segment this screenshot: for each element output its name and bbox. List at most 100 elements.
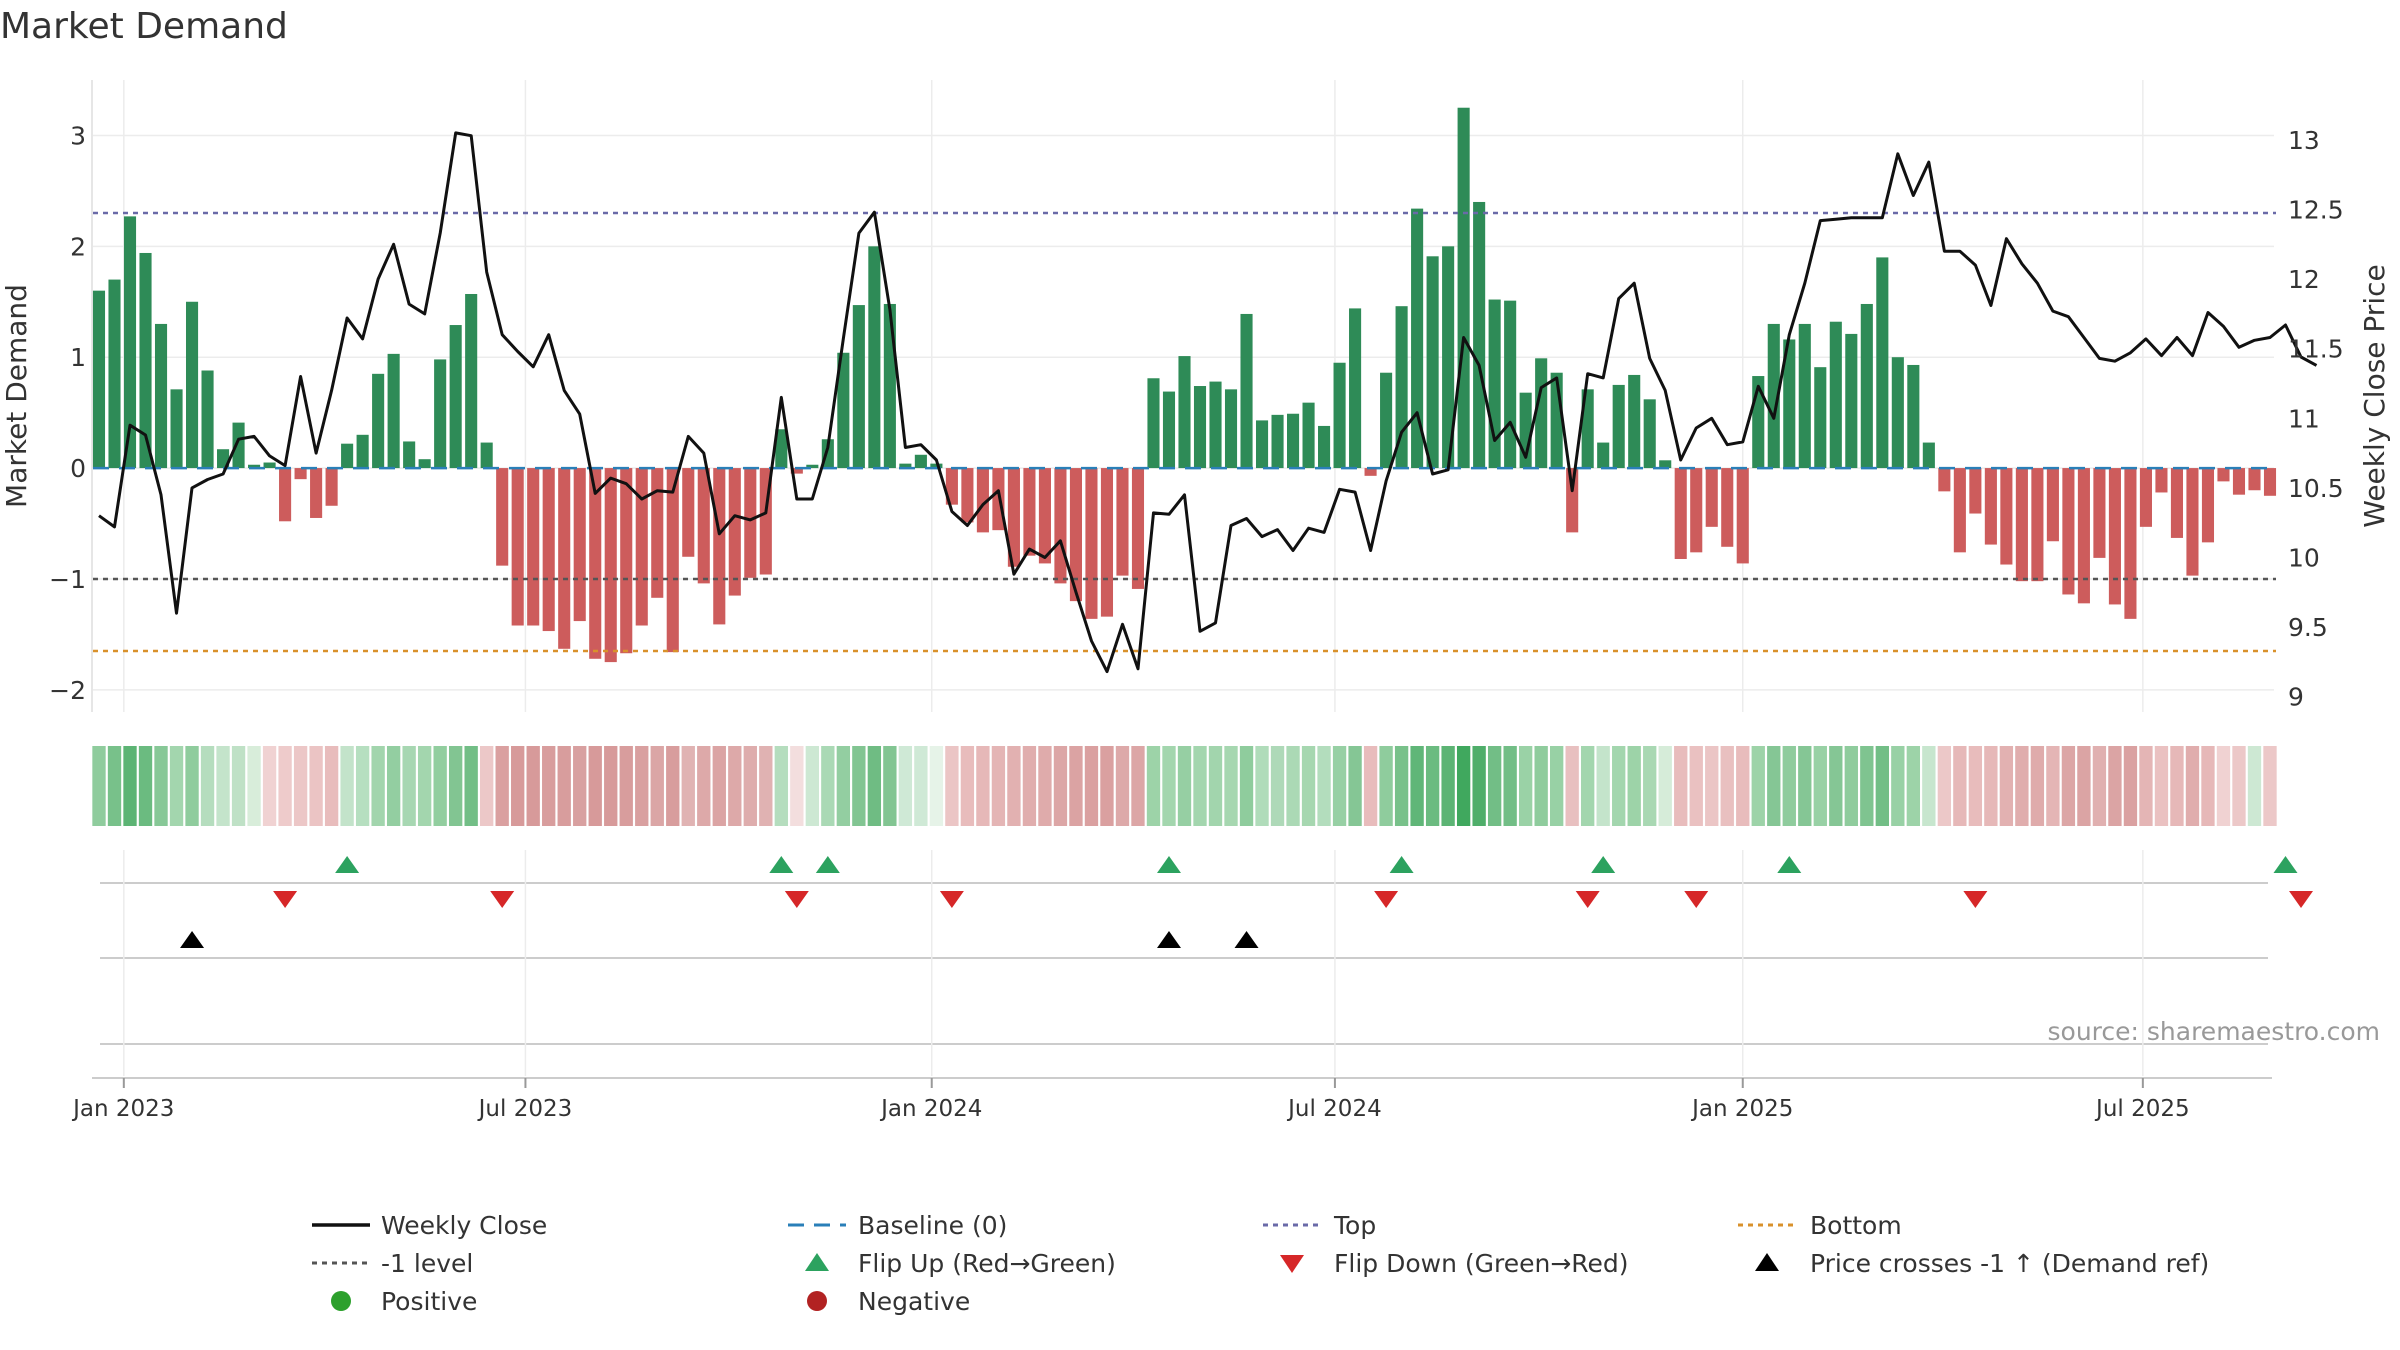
demand-bar [1767,323,1780,469]
demand-bar [1023,468,1036,556]
heat-cell [1984,746,1998,826]
heat-cell [247,746,261,826]
heat-cell [2201,746,2215,826]
demand-bar [573,468,586,622]
left-y-tick-label: 2 [70,232,86,261]
demand-bar [2170,468,2184,538]
demand-bar [1891,357,1904,469]
demand-bar [1147,378,1160,469]
demand-bar [2046,468,2059,542]
heat-cell [2061,746,2076,826]
heat-cell [1007,746,1021,826]
heat-cell [1208,746,1223,826]
heat-cell [805,746,819,826]
left-y-tick-label: 0 [70,454,86,483]
flip-up-marker [769,856,794,873]
right-y-tick-label: 9 [2288,683,2304,712]
heat-cell [464,746,478,826]
heat-cell [1720,746,1734,826]
heat-cell [790,746,804,826]
demand-bar [1271,414,1284,469]
flip-up-markers [335,856,2298,873]
right-y-tick-label: 11.5 [2288,335,2344,364]
heat-cell [898,746,913,826]
legend-label: Weekly Close [381,1211,547,1240]
heat-cell [2092,746,2107,826]
demand-bar [511,468,524,626]
left-y-ticks: −2 −1 0 1 2 3 [49,121,86,704]
demand-bar [1333,362,1346,469]
legend-label: -1 level [381,1249,473,1278]
demand-bar [1674,468,1687,559]
right-y-tick-label: 10.5 [2288,474,2344,503]
price-cross-marker [180,931,205,948]
heat-cell [1689,746,1703,826]
flip-up-marker [1591,856,1616,873]
heat-cell [1115,746,1130,826]
demand-bar [2000,468,2013,565]
demand-bar [899,463,912,469]
demand-bar [1798,323,1811,469]
legend-label: Negative [858,1287,970,1316]
demand-bar [1007,468,1020,567]
flip-up-marker [335,856,360,873]
demand-bar [185,301,199,469]
demand-bar [1628,374,1641,469]
demand-bar [170,389,183,469]
demand-bar [1473,201,1486,469]
price-cross-markers [180,931,1259,948]
demand-bar [1597,442,1610,469]
legend-item-weekly-close: Weekly Close [312,1211,547,1240]
demand-bar [1736,468,1749,564]
heat-cell [557,746,571,826]
heat-cell [2232,746,2246,826]
heat-cell [1581,746,1595,826]
heat-cell [2046,746,2060,826]
left-y-tick-label: −1 [49,565,86,594]
demand-bar [123,216,137,469]
demand-bar [697,468,710,584]
demand-bar [883,303,896,469]
heat-cell [138,746,153,826]
heat-cell [1193,746,1207,826]
demand-bar [139,252,152,469]
heat-cell [1844,746,1858,826]
flip-down-marker [2289,891,2314,908]
flip-up-marker [1156,856,1181,873]
demand-bar [217,449,230,469]
heat-cell [262,746,277,826]
heat-cell [278,746,292,826]
legend-item-minus-one: -1 level [312,1249,473,1278]
flip-up-swatch-icon [805,1253,829,1271]
demand-bar [294,468,307,480]
demand-bar [465,293,478,469]
heat-cell [650,746,664,826]
demand-bar [279,468,292,522]
heat-cell [1363,746,1378,826]
left-y-axis-label: Market Demand [0,284,33,508]
flip-down-marker [939,891,964,908]
demand-bar [1038,468,1051,564]
heat-cell [697,746,711,826]
flip-up-marker [815,856,840,873]
heat-cell [340,746,354,826]
demand-bar [1457,107,1470,469]
heat-cell [1348,746,1362,826]
heat-cell [1503,746,1517,826]
legend-label: Flip Down (Green→Red) [1334,1249,1629,1278]
heat-cell [1658,746,1672,826]
right-y-tick-label: 13 [2288,126,2320,155]
legend-item-negative: Negative [807,1287,970,1316]
heat-cell [185,746,199,826]
price-cross-swatch-icon [1755,1253,1779,1271]
demand-bar [2186,468,2199,576]
demand-bar [2077,468,2090,604]
heat-cell [1239,746,1254,826]
left-y-tick-label: 3 [70,121,86,150]
heat-cell [2077,746,2091,826]
heat-cell [371,746,385,826]
right-y-tick-label: 9.5 [2288,613,2328,642]
demand-bar [341,443,354,469]
legend: Weekly Close Baseline (0) Top Bottom -1 … [312,1211,2209,1316]
